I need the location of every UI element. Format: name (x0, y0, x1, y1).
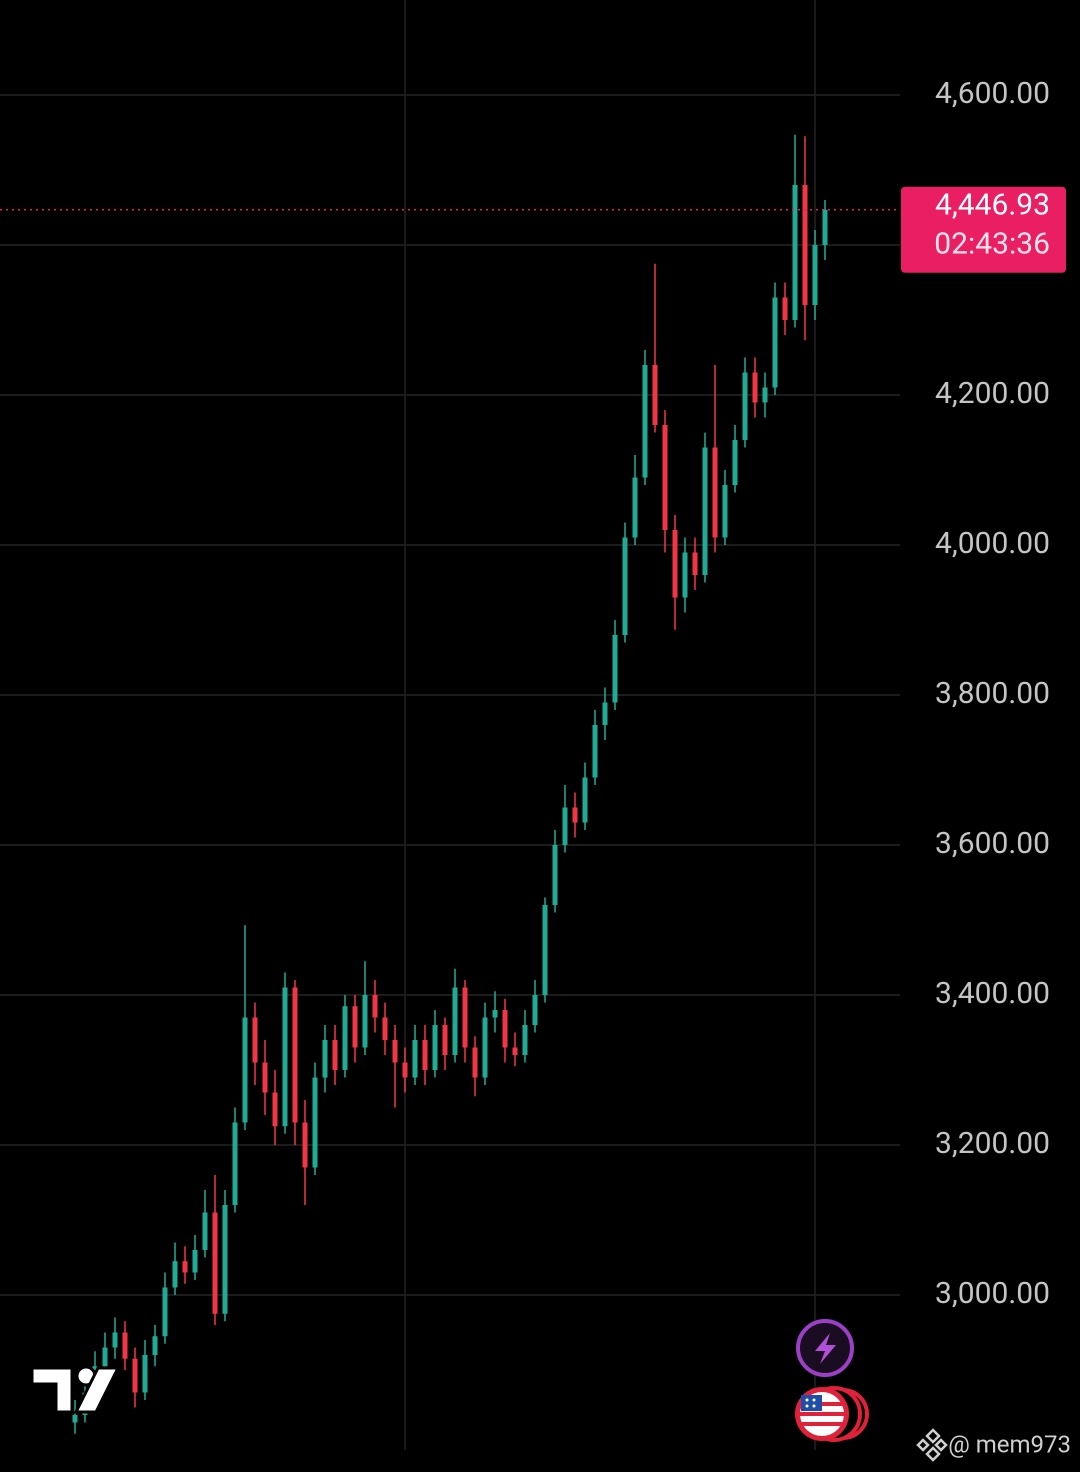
candle-body (382, 1017, 388, 1040)
candle-body (282, 987, 288, 1127)
candle-body (392, 1039, 398, 1063)
y-tick-label: 4,000.00 (935, 526, 1050, 561)
candle-body (772, 297, 778, 388)
countdown-label: 02:43:36 (934, 227, 1050, 262)
candle-body (582, 777, 588, 823)
candle-body (502, 1009, 508, 1048)
candle-body (192, 1249, 198, 1273)
candle-body (812, 245, 818, 306)
candle-body (762, 387, 768, 403)
last-price-tag (901, 186, 1066, 273)
candle-body (132, 1358, 138, 1393)
candle-body (642, 365, 648, 478)
candle-body (752, 372, 758, 403)
candle-body (102, 1347, 108, 1367)
y-tick-label: 4,200.00 (935, 376, 1050, 411)
candle-body (332, 1039, 338, 1070)
y-tick-label: 3,400.00 (935, 976, 1050, 1011)
candle-body (162, 1287, 168, 1337)
candle-body (802, 185, 808, 306)
candle-body (292, 987, 298, 1123)
candle-body (612, 635, 618, 703)
candle-body (652, 365, 658, 426)
candle-body (252, 1017, 258, 1063)
candle-body (202, 1212, 208, 1250)
candle-body (412, 1039, 418, 1078)
overlay: 3,000.00 3,200.00 3,400.00 3,600.00 3,800.00… (0, 76, 1066, 1311)
candle-body (632, 477, 638, 538)
candle-body (562, 807, 568, 845)
lightning-button[interactable] (796, 1319, 854, 1377)
candle-body (692, 552, 698, 576)
candle-body (682, 552, 688, 598)
candle-body (702, 447, 708, 576)
candle-body (522, 1024, 528, 1055)
candle-body (112, 1332, 118, 1348)
candle-body (342, 1006, 348, 1070)
candle-body (272, 1092, 278, 1127)
candle-body (232, 1122, 238, 1205)
candle-body (662, 425, 668, 531)
candle-body (262, 1062, 268, 1093)
candle-body (552, 844, 558, 905)
candle-body (122, 1332, 128, 1359)
candle-body (442, 1024, 448, 1055)
candle-body (572, 807, 578, 823)
candle-body (422, 1039, 428, 1070)
candle-body (212, 1212, 218, 1314)
candle-body (402, 1062, 408, 1078)
candle-body (492, 1009, 498, 1018)
candles (72, 134, 828, 1434)
candle-body (712, 447, 718, 538)
candle-body (362, 994, 368, 1048)
candle-body (72, 1414, 78, 1423)
candle-body (302, 1122, 308, 1168)
last-price-label: 4,446.93 (935, 188, 1050, 223)
candle-body (742, 372, 748, 441)
y-tick-label: 4,600.00 (935, 76, 1050, 111)
grid (0, 94, 900, 1296)
watermark: @ mem973 (948, 1430, 1071, 1458)
candle-body (512, 1047, 518, 1055)
y-tick-label: 3,800.00 (935, 676, 1050, 711)
candle-body (312, 1077, 318, 1168)
candle-body (152, 1336, 158, 1355)
candle-body (622, 537, 628, 636)
candle-body (542, 904, 548, 995)
candle-body (732, 440, 738, 486)
candle-body (722, 485, 728, 538)
y-tick-label: 3,600.00 (935, 826, 1050, 861)
candle-body (782, 297, 788, 321)
candle-body (182, 1261, 188, 1273)
candle-body (172, 1261, 178, 1288)
y-tick-label: 3,200.00 (935, 1126, 1050, 1161)
candle-body (532, 994, 538, 1025)
candle-body (452, 987, 458, 1055)
events-button[interactable] (795, 1386, 869, 1442)
y-tick-label: 3,000.00 (935, 1276, 1050, 1311)
candle-body (472, 1047, 478, 1078)
candle-body (322, 1039, 328, 1078)
candle-body (822, 209, 828, 246)
candle-body (792, 185, 798, 321)
candle-body (222, 1204, 228, 1314)
candle-body (602, 702, 608, 725)
candle-body (372, 994, 378, 1018)
candle-body (352, 1006, 358, 1048)
watermark-icon (916, 1428, 948, 1462)
candle-body (592, 725, 598, 778)
candle-body (242, 1017, 248, 1123)
candle-body (432, 1024, 438, 1070)
tv-logo (30, 1365, 121, 1414)
candle-body (142, 1354, 148, 1393)
candle-body (482, 1017, 488, 1078)
candle-body (672, 530, 678, 598)
candle-body (462, 987, 468, 1048)
